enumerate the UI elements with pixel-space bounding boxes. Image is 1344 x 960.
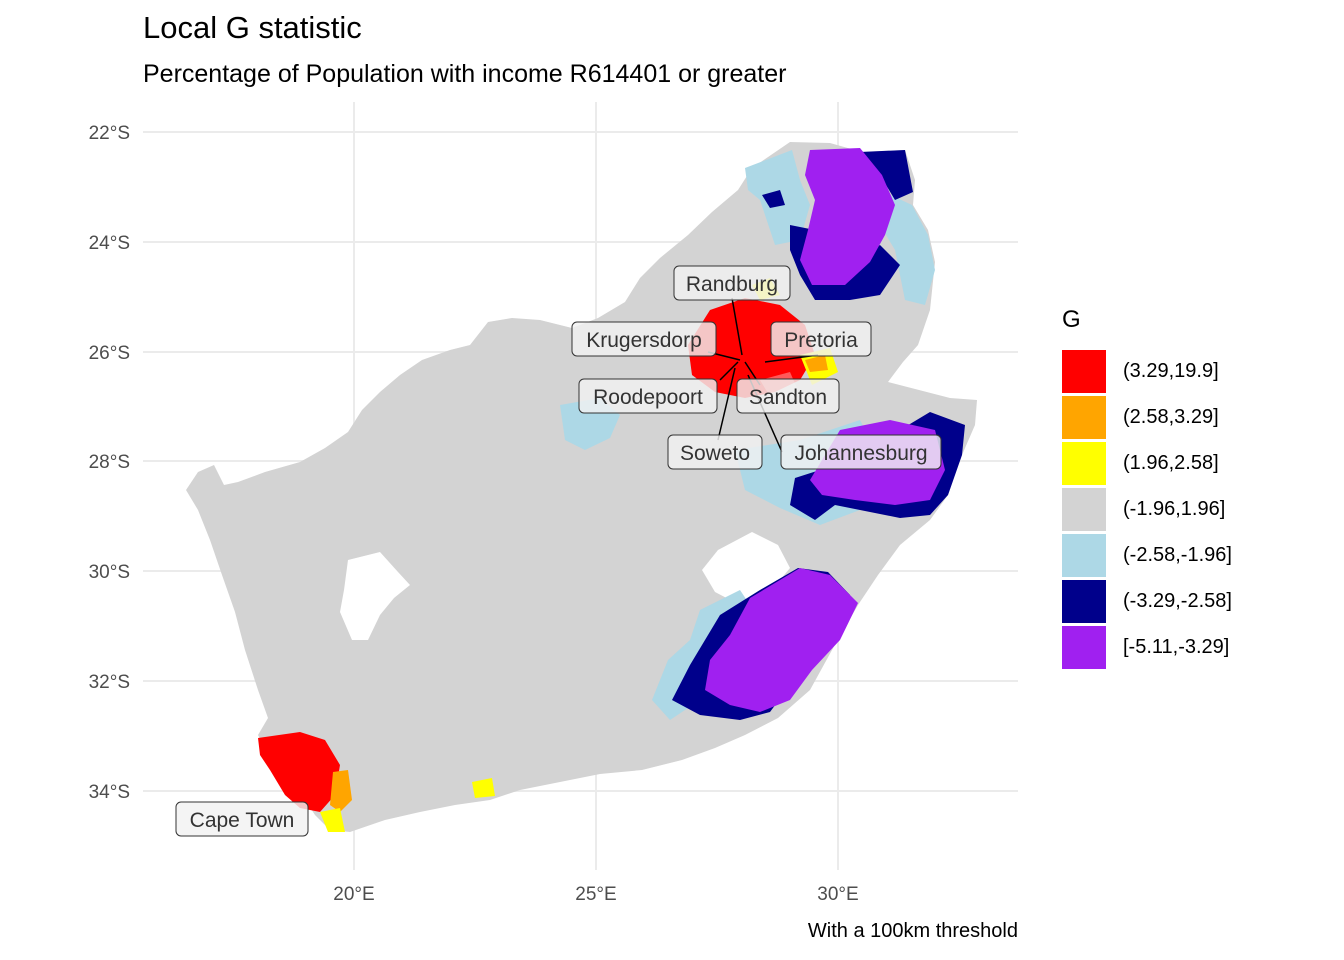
y-axis-ticks: 22°S 24°S 26°S 28°S 30°S 32°S 34°S	[89, 123, 130, 803]
legend-swatch	[1062, 349, 1106, 393]
label-soweto: Soweto	[667, 434, 763, 470]
y-tick: 32°S	[89, 672, 130, 693]
svg-text:Krugersdorp: Krugersdorp	[586, 329, 702, 352]
legend-swatch	[1062, 441, 1106, 485]
legend: G (3.29,19.9] (2.58,3.29] (1.96,2.58] (-1.9…	[1062, 306, 1232, 670]
chart-title: Local G statistic	[143, 10, 362, 45]
y-tick: 24°S	[89, 233, 130, 254]
city-labels: Randburg Krugersdorp Pretoria Roodepoort…	[175, 265, 942, 837]
label-roodepoort: Roodepoort	[578, 378, 718, 414]
legend-item: (-1.96,1.96]	[1062, 486, 1232, 532]
svg-text:Cape Town: Cape Town	[190, 809, 295, 832]
x-tick: 20°E	[333, 884, 374, 905]
legend-swatch	[1062, 579, 1106, 623]
legend-label: (-2.58,-1.96]	[1123, 543, 1232, 566]
label-johannesburg: Johannesburg	[780, 434, 942, 470]
x-tick: 25°E	[575, 884, 616, 905]
legend-item: (2.58,3.29]	[1062, 394, 1232, 440]
legend-item: [-5.11,-3.29]	[1062, 624, 1232, 670]
legend-item: (-3.29,-2.58]	[1062, 578, 1232, 624]
inner-hole	[340, 552, 410, 640]
legend-item: (-2.58,-1.96]	[1062, 532, 1232, 578]
legend-items: (3.29,19.9] (2.58,3.29] (1.96,2.58] (-1.96,…	[1062, 348, 1232, 670]
legend-label: (1.96,2.58]	[1123, 451, 1219, 474]
legend-item: (3.29,19.9]	[1062, 348, 1232, 394]
legend-swatch	[1062, 487, 1106, 531]
label-pretoria: Pretoria	[770, 321, 872, 357]
x-axis-ticks: 20°E 25°E 30°E	[333, 884, 858, 905]
label-randburg: Randburg	[673, 265, 791, 301]
x-tick: 30°E	[817, 884, 858, 905]
label-sandton: Sandton	[736, 378, 840, 414]
svg-text:Sandton: Sandton	[749, 386, 827, 409]
legend-label: (2.58,3.29]	[1123, 405, 1219, 428]
y-tick: 34°S	[89, 782, 130, 803]
legend-item: (1.96,2.58]	[1062, 440, 1232, 486]
label-krugersdorp: Krugersdorp	[571, 321, 717, 357]
y-tick: 30°S	[89, 562, 130, 583]
legend-label: (-1.96,1.96]	[1123, 497, 1226, 520]
chart-caption: With a 100km threshold	[807, 920, 1018, 942]
legend-title: G	[1062, 306, 1081, 333]
svg-text:Johannesburg: Johannesburg	[794, 442, 927, 465]
legend-label: [-5.11,-3.29]	[1123, 635, 1230, 658]
svg-text:Pretoria: Pretoria	[784, 329, 858, 352]
label-cape-town: Cape Town	[175, 801, 309, 837]
legend-label: (3.29,19.9]	[1123, 359, 1219, 382]
y-tick: 22°S	[89, 123, 130, 144]
chart-subtitle: Percentage of Population with income R61…	[143, 60, 787, 88]
legend-swatch	[1062, 625, 1106, 669]
legend-swatch	[1062, 533, 1106, 577]
legend-swatch	[1062, 395, 1106, 439]
y-tick: 26°S	[89, 343, 130, 364]
svg-text:Soweto: Soweto	[680, 442, 750, 465]
svg-text:Randburg: Randburg	[686, 273, 778, 296]
legend-label: (-3.29,-2.58]	[1123, 589, 1232, 612]
y-tick: 28°S	[89, 452, 130, 473]
svg-text:Roodepoort: Roodepoort	[593, 386, 703, 409]
